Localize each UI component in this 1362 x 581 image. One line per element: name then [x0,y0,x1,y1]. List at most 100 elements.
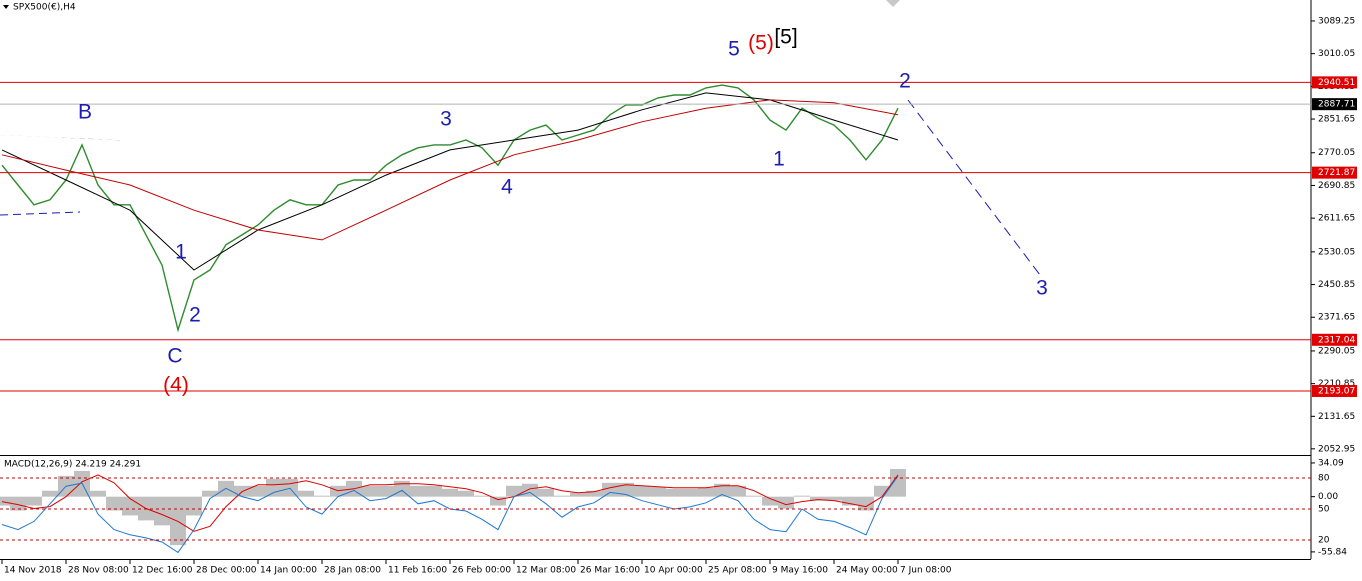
wave-label: 5 [728,38,740,61]
histogram-bar [842,496,858,506]
level-label: 2317.04 [1318,335,1355,345]
histogram-bar [570,492,586,497]
wave-label: 1 [773,148,785,171]
x-tick-label: 12 Mar 08:00 [516,566,576,576]
last-price-label: 2887.71 [1318,100,1355,110]
histogram-bar [778,496,794,509]
price-line [1,92,899,271]
histogram-bar [586,490,602,497]
wave-label: 2 [899,70,911,93]
chart-title: SPX500(€),H4 [13,3,76,13]
y-tick-label: 2131.65 [1318,412,1355,422]
x-tick-label: 28 Jan 08:00 [324,566,381,576]
histogram-bar [314,495,330,497]
histogram-bar [122,496,138,516]
indicator-title: MACD(12,26,9) 24.219 24.291 [4,460,141,470]
y-tick-label: 2770.05 [1318,148,1355,158]
x-tick-label: 14 Nov 2018 [4,566,62,576]
histogram-bar [202,490,218,497]
histogram-bar [810,496,826,501]
histogram-bar [730,485,746,497]
histogram-bar [362,485,378,497]
histogram-bar [858,496,874,511]
price-line [1,84,899,333]
y-tick-label: 2371.65 [1318,313,1355,323]
level-label-box [1312,76,1357,89]
wave-label: (4) [163,374,189,397]
y-tick-label: -55.84 [1318,547,1347,557]
histogram-bar [26,496,42,506]
x-tick-label: 11 Feb 16:00 [388,566,447,576]
histogram-bar [154,496,170,526]
level-label: 2193.07 [1318,386,1355,396]
histogram-bar [106,496,122,511]
y-tick-label: 3010.05 [1318,49,1355,59]
histogram-bar [250,485,266,497]
histogram-bar [618,482,634,497]
level-label-box [1312,166,1357,179]
level-label: 2721.87 [1318,168,1355,178]
y-tick-label: 2052.95 [1318,444,1355,454]
y2-tick-label: 50 [1318,504,1330,514]
histogram-bar [42,490,58,497]
price-line [1,99,899,241]
y-tick-label: 2210.85 [1318,379,1355,389]
indicator-line [1,474,899,532]
y-tick-label: 2690.85 [1318,181,1355,191]
histogram-bar [394,480,410,497]
wave-label: C [167,345,182,368]
x-tick-label: 26 Feb 00:00 [452,566,511,576]
projection-line [907,99,1041,276]
x-tick-label: 9 May 16:00 [772,566,828,576]
histogram-bar [874,485,890,497]
histogram-bar [298,490,314,497]
y2-tick-label: 20 [1318,535,1330,545]
histogram-bar [410,485,426,497]
level-label-box [1312,333,1357,346]
histogram-bar [458,490,474,497]
wave-label: 3 [1036,277,1048,300]
histogram-bar [474,495,490,497]
histogram-bar [282,478,298,497]
plots [0,84,906,554]
y-tick-label: 2290.05 [1318,346,1355,356]
shift-marker [886,0,900,7]
y-tick-label: 0.00 [1318,492,1338,502]
histogram-bar [554,495,570,497]
y-tick-label: 2611.65 [1318,214,1355,224]
y-tick-label: 2851.65 [1318,115,1355,125]
wave-label: (5) [748,32,774,55]
histogram-bar [10,496,26,511]
wave-label: 3 [440,108,452,131]
histogram-bar [666,488,682,497]
histogram-bar [490,496,506,506]
menu-arrow [3,5,9,9]
histogram-bar [330,485,346,497]
wave-label: B [78,101,92,124]
wave-label: [5] [774,26,797,49]
y-tick-label: 34.09 [1318,458,1344,468]
histogram-bar [682,488,698,497]
wave-label: 2 [189,304,201,327]
x-tick-label: 7 Jun 08:00 [900,566,952,576]
histogram-bar [714,483,730,497]
y-tick-label: 2530.05 [1318,247,1355,257]
level-label-box [1312,384,1357,397]
x-tick-label: 12 Dec 16:00 [132,566,193,576]
histogram-bar [826,496,842,501]
histogram-bar [650,486,666,497]
x-tick-label: 25 Apr 08:00 [708,566,767,576]
channel-line [0,134,121,141]
histogram-bar [746,495,762,497]
histogram-bar [378,485,394,497]
y2-tick-label: 80 [1318,473,1330,483]
last-price-box [1312,98,1357,111]
y-tick-label: 2450.85 [1318,280,1355,290]
histogram-bar [506,485,522,497]
wave-label: 1 [175,241,187,264]
level-label: 2940.51 [1318,78,1355,88]
histogram-bar [90,490,106,497]
x-tick-label: 14 Jan 00:00 [260,566,317,576]
y-tick-label: 3089.25 [1318,16,1355,26]
